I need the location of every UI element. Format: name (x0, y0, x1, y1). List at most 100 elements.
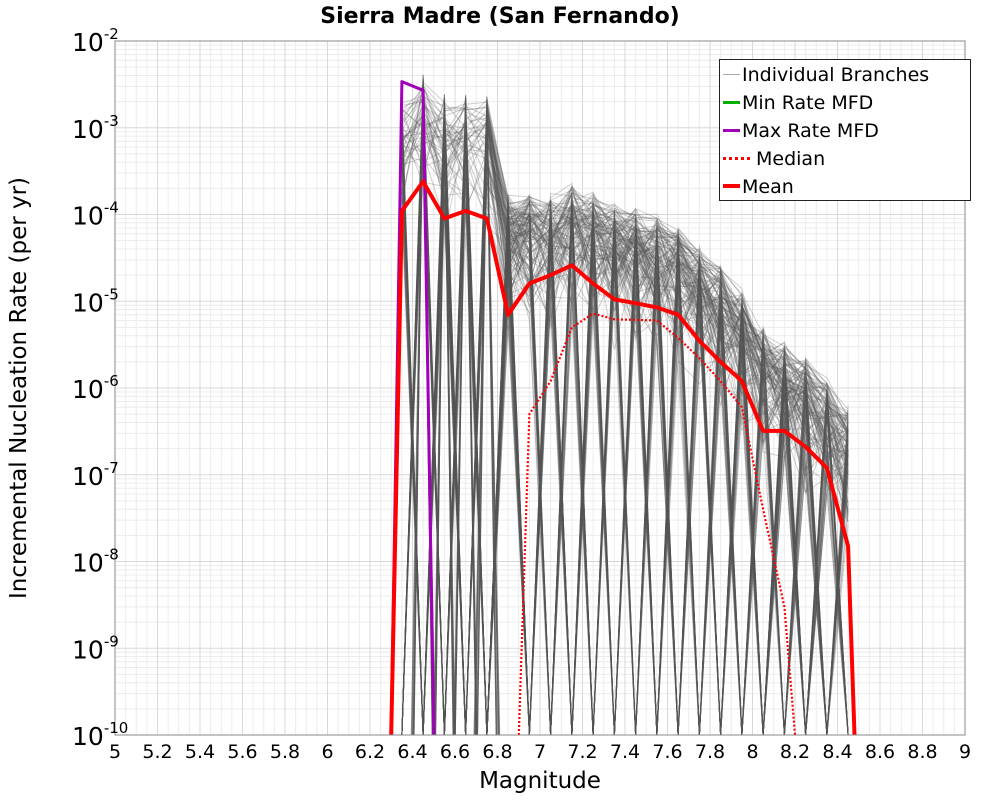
y-tick-label: 10-8 (72, 546, 119, 578)
branch-line (401, 81, 849, 736)
branch-line (401, 177, 849, 736)
branch-line (401, 113, 849, 736)
branch-line (401, 101, 849, 736)
branch-line (401, 94, 849, 736)
branch-line (401, 112, 849, 736)
branch-line (401, 140, 849, 736)
branch-line (401, 98, 849, 736)
x-tick-label: 5.6 (227, 741, 257, 763)
branch-line (401, 97, 849, 736)
branch-line (401, 128, 849, 736)
legend-item-min-rate: Min Rate MFD (720, 89, 970, 117)
branch-line (401, 119, 849, 736)
branch-line (401, 120, 849, 736)
x-tick-label: 5.8 (270, 741, 300, 763)
branch-line (401, 106, 849, 736)
branch-line (401, 141, 849, 736)
branch-line (401, 103, 849, 736)
branch-line (401, 106, 849, 736)
branch-line (401, 171, 849, 736)
branch-line (401, 125, 849, 736)
branch-line (401, 96, 849, 736)
branch-line (401, 82, 849, 736)
branch-line (401, 159, 849, 736)
branch-line (401, 130, 849, 736)
branch-line (401, 109, 849, 736)
branch-line (401, 120, 849, 736)
branch-line (401, 96, 849, 736)
branch-spike (433, 104, 456, 736)
legend-label: Max Rate MFD (742, 120, 879, 142)
branch-line (401, 78, 849, 736)
branch-line (401, 124, 849, 736)
x-tick-label: 8 (746, 741, 758, 763)
x-tick-label: 7.4 (610, 741, 640, 763)
x-tick-label: 7 (534, 741, 546, 763)
legend: Individual Branches Min Rate MFD Max Rat… (719, 59, 971, 201)
x-tick-labels: 5 5.2 5.4 5.6 5.8 6 6.2 6.4 6.6 6.8 7 7.2 7.4 7.6 7.8 8… (109, 741, 971, 763)
branch-line (401, 160, 849, 736)
branch-line (401, 98, 849, 736)
branch-line (401, 146, 849, 736)
x-tick-label: 7.6 (652, 741, 682, 763)
x-tick-label: 7.2 (567, 741, 597, 763)
branch-line (401, 117, 849, 736)
branch-line (401, 90, 849, 736)
branch-line (401, 115, 849, 736)
y-tick-label: 10-9 (72, 632, 119, 664)
branch-line (401, 143, 849, 736)
branch-line (401, 87, 849, 736)
mean-line (389, 179, 857, 736)
branch-line (401, 120, 849, 736)
branch-line (401, 97, 849, 736)
x-tick-label: 6 (321, 741, 333, 763)
branch-line (401, 98, 849, 736)
branch-line (401, 121, 849, 736)
x-tick-label: 9 (959, 741, 971, 763)
branch-line (401, 112, 849, 736)
y-tick-label: 10-5 (72, 285, 119, 317)
x-tick-label: 8.6 (865, 741, 895, 763)
branch-line (401, 146, 849, 736)
branch-line (401, 114, 849, 736)
branch-line (401, 133, 849, 736)
branch-line (401, 133, 849, 736)
branch-line (401, 103, 849, 736)
x-axis-label: Magnitude (479, 768, 601, 794)
x-tick-label: 6.6 (440, 741, 470, 763)
branch-line (401, 111, 849, 736)
y-tick-label: 10-7 (72, 459, 119, 491)
branch-line (401, 122, 849, 736)
branch-line (401, 128, 849, 736)
branch-line (401, 110, 849, 736)
branch-line (401, 83, 849, 736)
branch-line (401, 91, 849, 736)
branch-line (401, 119, 849, 736)
y-tick-label: 10-10 (72, 719, 128, 751)
branch-line (401, 142, 849, 736)
branch-line (401, 122, 849, 736)
branch-line (401, 100, 849, 736)
y-tick-label: 10-4 (72, 199, 119, 231)
branch-line (401, 113, 849, 736)
y-tick-label: 10-3 (72, 112, 119, 144)
legend-swatch-branches (723, 74, 740, 75)
legend-label: Mean (742, 176, 794, 198)
branch-line (401, 146, 849, 736)
x-tick-label: 6.4 (397, 741, 427, 763)
legend-item-median: Median (720, 145, 970, 173)
legend-label: Individual Branches (742, 64, 930, 86)
branch-line (401, 89, 849, 736)
branch-line (401, 87, 849, 736)
branch-line (401, 106, 849, 736)
branch-line (401, 114, 849, 736)
branch-line (401, 135, 849, 736)
legend-swatch-mean (723, 184, 740, 188)
branch-line (401, 131, 849, 736)
branch-line (401, 133, 849, 736)
branch-line (401, 123, 849, 736)
branch-line (401, 130, 849, 736)
branch-line (401, 134, 849, 736)
y-tick-label: 10-6 (72, 372, 119, 404)
series-lines (389, 80, 857, 736)
